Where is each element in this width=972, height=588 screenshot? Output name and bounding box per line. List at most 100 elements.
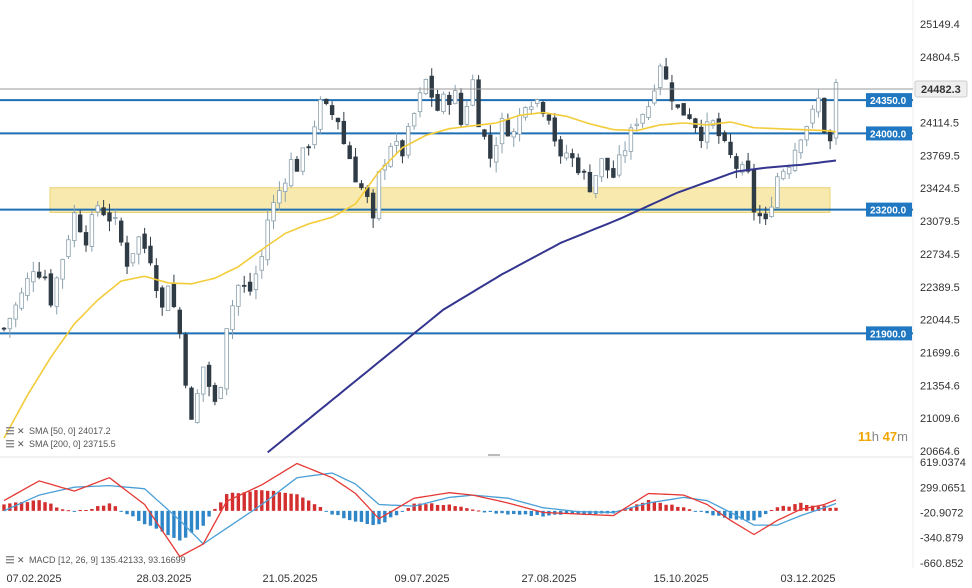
indicator-menu-icon[interactable]	[6, 440, 14, 448]
macd-histogram-bar	[137, 510, 141, 521]
candle-body	[447, 94, 452, 105]
macd-histogram-bar	[60, 509, 65, 511]
level-label: 21900.0	[870, 329, 907, 340]
macd-histogram-bar	[740, 510, 744, 520]
candle-body	[622, 150, 628, 157]
candle-body	[534, 99, 540, 104]
indicator-remove-icon[interactable]: ✕	[17, 439, 25, 449]
candle-body	[658, 65, 663, 88]
panel-resize-handle[interactable]	[488, 454, 500, 456]
price-axis-tick: 23424.5	[920, 183, 960, 195]
candle-body	[511, 131, 516, 138]
macd-histogram-bar	[752, 510, 756, 521]
date-axis-tick: 15.10.2025	[653, 573, 708, 585]
candle-body	[118, 220, 124, 243]
level-label-box	[866, 326, 912, 341]
candle-body	[587, 171, 593, 193]
candle-body	[83, 232, 89, 246]
macd-histogram-bar	[248, 491, 252, 511]
indicator-remove-icon[interactable]: ✕	[17, 426, 25, 436]
candle-body	[66, 239, 71, 257]
candle-body	[271, 202, 276, 222]
candle-body	[183, 334, 188, 386]
macd-histogram-bar	[693, 510, 698, 512]
candle-body	[101, 207, 106, 216]
candle-body	[388, 145, 393, 167]
candle-body	[669, 82, 675, 102]
candle-body	[136, 236, 141, 255]
candle-body	[230, 305, 235, 330]
candle-body	[575, 157, 581, 174]
macd-histogram-bar	[506, 510, 510, 515]
macd-histogram-bar	[219, 502, 223, 511]
macd-histogram-bar	[699, 510, 703, 512]
candle-body	[493, 145, 499, 163]
candle-body	[740, 164, 745, 173]
macd-histogram-bar	[564, 510, 569, 514]
candle-body	[60, 259, 65, 280]
candle-body	[406, 126, 411, 156]
macd-histogram-bar	[353, 510, 358, 522]
candle-body	[781, 170, 786, 180]
macd-histogram-bar	[2, 504, 6, 511]
candle-body	[435, 94, 440, 111]
macd-histogram-bar	[154, 510, 159, 529]
macd-histogram-bar	[377, 510, 381, 525]
date-axis-tick: 27.08.2025	[521, 573, 576, 585]
indicator-remove-icon[interactable]: ✕	[17, 555, 25, 565]
price-axis-tick: 23079.5	[920, 216, 960, 228]
candle-body	[722, 132, 727, 141]
candle-body	[206, 364, 212, 387]
candle-body	[804, 126, 809, 141]
sma200-value: 23715.5	[83, 439, 116, 449]
macd-histogram-bar	[828, 507, 832, 511]
candle-body	[341, 120, 347, 145]
price-axis-tick: 21009.6	[920, 413, 960, 425]
macd-histogram-bar	[178, 510, 182, 541]
macd-histogram-bar	[166, 510, 170, 536]
macd-histogram-bar	[476, 510, 481, 512]
candle-body	[523, 107, 528, 118]
candle-body	[769, 206, 774, 217]
macd-histogram-bar	[652, 501, 657, 511]
indicator-legend-sma200[interactable]: ✕ SMA [200, 0] 23715.5	[6, 439, 116, 449]
candle-body	[353, 156, 358, 183]
macd-histogram-bar	[430, 503, 434, 511]
candle-body	[107, 212, 112, 222]
candle-body	[529, 106, 534, 110]
macd-histogram-bar	[635, 504, 639, 511]
candle-body	[159, 287, 165, 308]
macd-histogram-bar	[260, 490, 264, 511]
macd-histogram-bar	[19, 502, 24, 511]
indicator-menu-icon[interactable]	[6, 556, 14, 564]
candle-body	[417, 92, 423, 113]
macd-histogram-bar	[301, 497, 305, 511]
price-axis-tick: 24804.5	[920, 52, 960, 64]
candle-body	[798, 139, 804, 154]
macd-histogram-bar	[90, 508, 94, 511]
indicator-menu-icon[interactable]	[6, 427, 14, 435]
candle-body	[810, 108, 815, 124]
price-axis-tick: 22734.5	[920, 249, 960, 261]
candle-body	[687, 114, 692, 119]
candle-body	[1, 327, 7, 330]
level-label: 24000.0	[870, 129, 907, 140]
last-price-badge-box	[914, 80, 968, 98]
indicator-legend-sma50[interactable]: ✕ SMA [50, 0] 24017.2	[6, 426, 111, 436]
candle-body	[611, 168, 616, 178]
candle-body	[827, 130, 833, 142]
sma200-name: SMA	[29, 439, 49, 449]
sma50-legend-text: SMA [50, 0] 24017.2	[29, 426, 111, 436]
sma50-name: SMA	[29, 426, 49, 436]
macd-histogram-bar	[664, 504, 668, 511]
price-axis-tick: 21699.6	[920, 347, 960, 359]
macd-histogram-bar	[96, 506, 100, 511]
price-axis-tick: 22389.5	[920, 282, 960, 294]
candle-body	[300, 147, 306, 172]
candle-body	[816, 97, 821, 113]
countdown-minutes: 47	[883, 429, 897, 444]
macd-histogram-bar	[207, 510, 211, 517]
candle-body	[89, 214, 95, 247]
indicator-legend-macd[interactable]: ✕ MACD [12, 26, 9] 135.42133, 93.16699	[6, 555, 186, 565]
